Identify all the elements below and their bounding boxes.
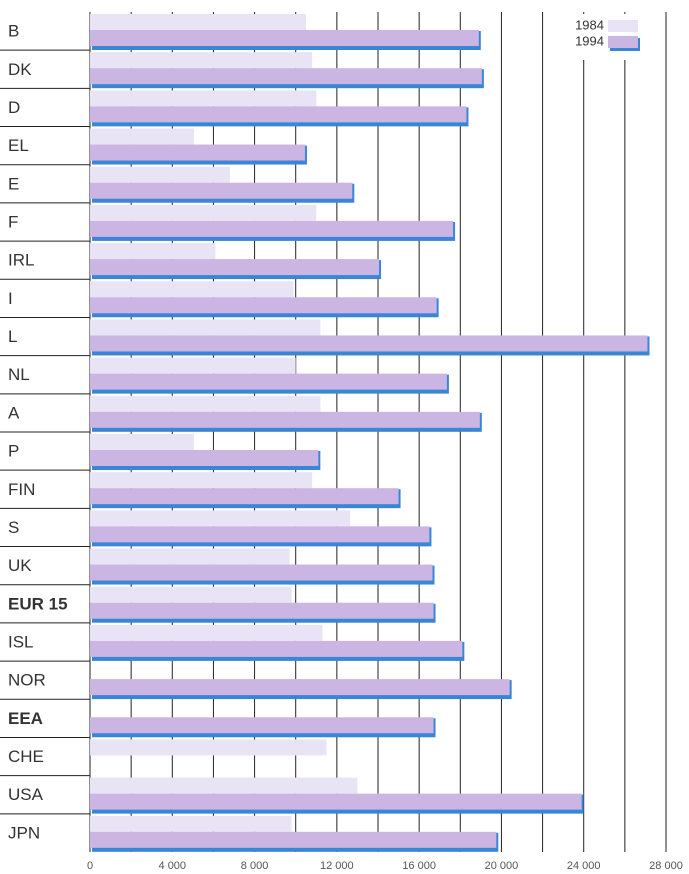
x-tick-label: 8 000 (241, 860, 269, 872)
category-label: DK (8, 60, 32, 79)
bar (90, 144, 305, 161)
legend-swatch (608, 20, 638, 32)
category-label: EUR 15 (8, 594, 68, 613)
bar (90, 373, 447, 390)
legend-swatch (608, 36, 638, 48)
bar (90, 831, 497, 848)
bar (90, 777, 358, 794)
bar (90, 586, 292, 603)
category-label: P (8, 442, 19, 461)
category-label: FIN (8, 480, 35, 499)
x-tick-label: 0 (87, 860, 93, 872)
bar (90, 395, 321, 412)
category-label: I (8, 289, 13, 308)
bar (90, 319, 321, 336)
bar (90, 357, 296, 374)
bar (90, 717, 434, 734)
bar (90, 815, 292, 832)
x-tick-label: 28 000 (649, 860, 683, 872)
category-label: NL (8, 365, 30, 384)
category-label: L (8, 327, 17, 346)
legend-label: 1994 (575, 33, 604, 48)
bar (90, 793, 582, 810)
legend-label: 1984 (575, 17, 604, 32)
category-label: NOR (8, 671, 46, 690)
bar (90, 243, 216, 260)
x-tick-label: 20 000 (485, 860, 519, 872)
category-label: IRL (8, 251, 34, 270)
category-label: F (8, 212, 18, 231)
bar (90, 106, 467, 123)
bar (90, 182, 353, 199)
bar (90, 259, 380, 276)
bar (90, 297, 437, 314)
category-label: UK (8, 556, 32, 575)
bar (90, 220, 454, 237)
bar (90, 450, 319, 466)
category-label: JPN (8, 823, 40, 842)
bar (90, 128, 194, 145)
bar (90, 548, 290, 565)
bar (90, 68, 482, 85)
category-label: CHE (8, 747, 44, 766)
bar (90, 14, 306, 30)
bar (90, 602, 434, 619)
category-label: EEA (8, 709, 43, 728)
x-tick-label: 12 000 (320, 860, 354, 872)
x-tick-label: 16 000 (402, 860, 436, 872)
category-label: ISL (8, 632, 34, 651)
bar (90, 30, 479, 46)
category-label: A (8, 403, 20, 422)
category-label: S (8, 518, 19, 537)
category-label: D (8, 98, 20, 117)
bar (90, 488, 399, 505)
x-tick-label: 4 000 (159, 860, 187, 872)
bar (90, 335, 648, 352)
category-label: B (8, 22, 19, 41)
bar (90, 52, 313, 69)
bar (90, 739, 327, 756)
bar (90, 640, 463, 657)
bar (90, 526, 430, 543)
bar (90, 434, 194, 450)
bar (90, 90, 317, 107)
category-label: E (8, 174, 19, 193)
bar (90, 166, 230, 183)
category-label: EL (8, 136, 29, 155)
bar (90, 204, 317, 221)
bar (90, 472, 313, 489)
bar (90, 564, 433, 581)
bar (90, 679, 510, 696)
bar (90, 281, 294, 298)
bar (90, 624, 323, 641)
x-tick-label: 24 000 (567, 860, 601, 872)
bar (90, 411, 480, 428)
bar (90, 510, 351, 527)
category-label: USA (8, 785, 44, 804)
